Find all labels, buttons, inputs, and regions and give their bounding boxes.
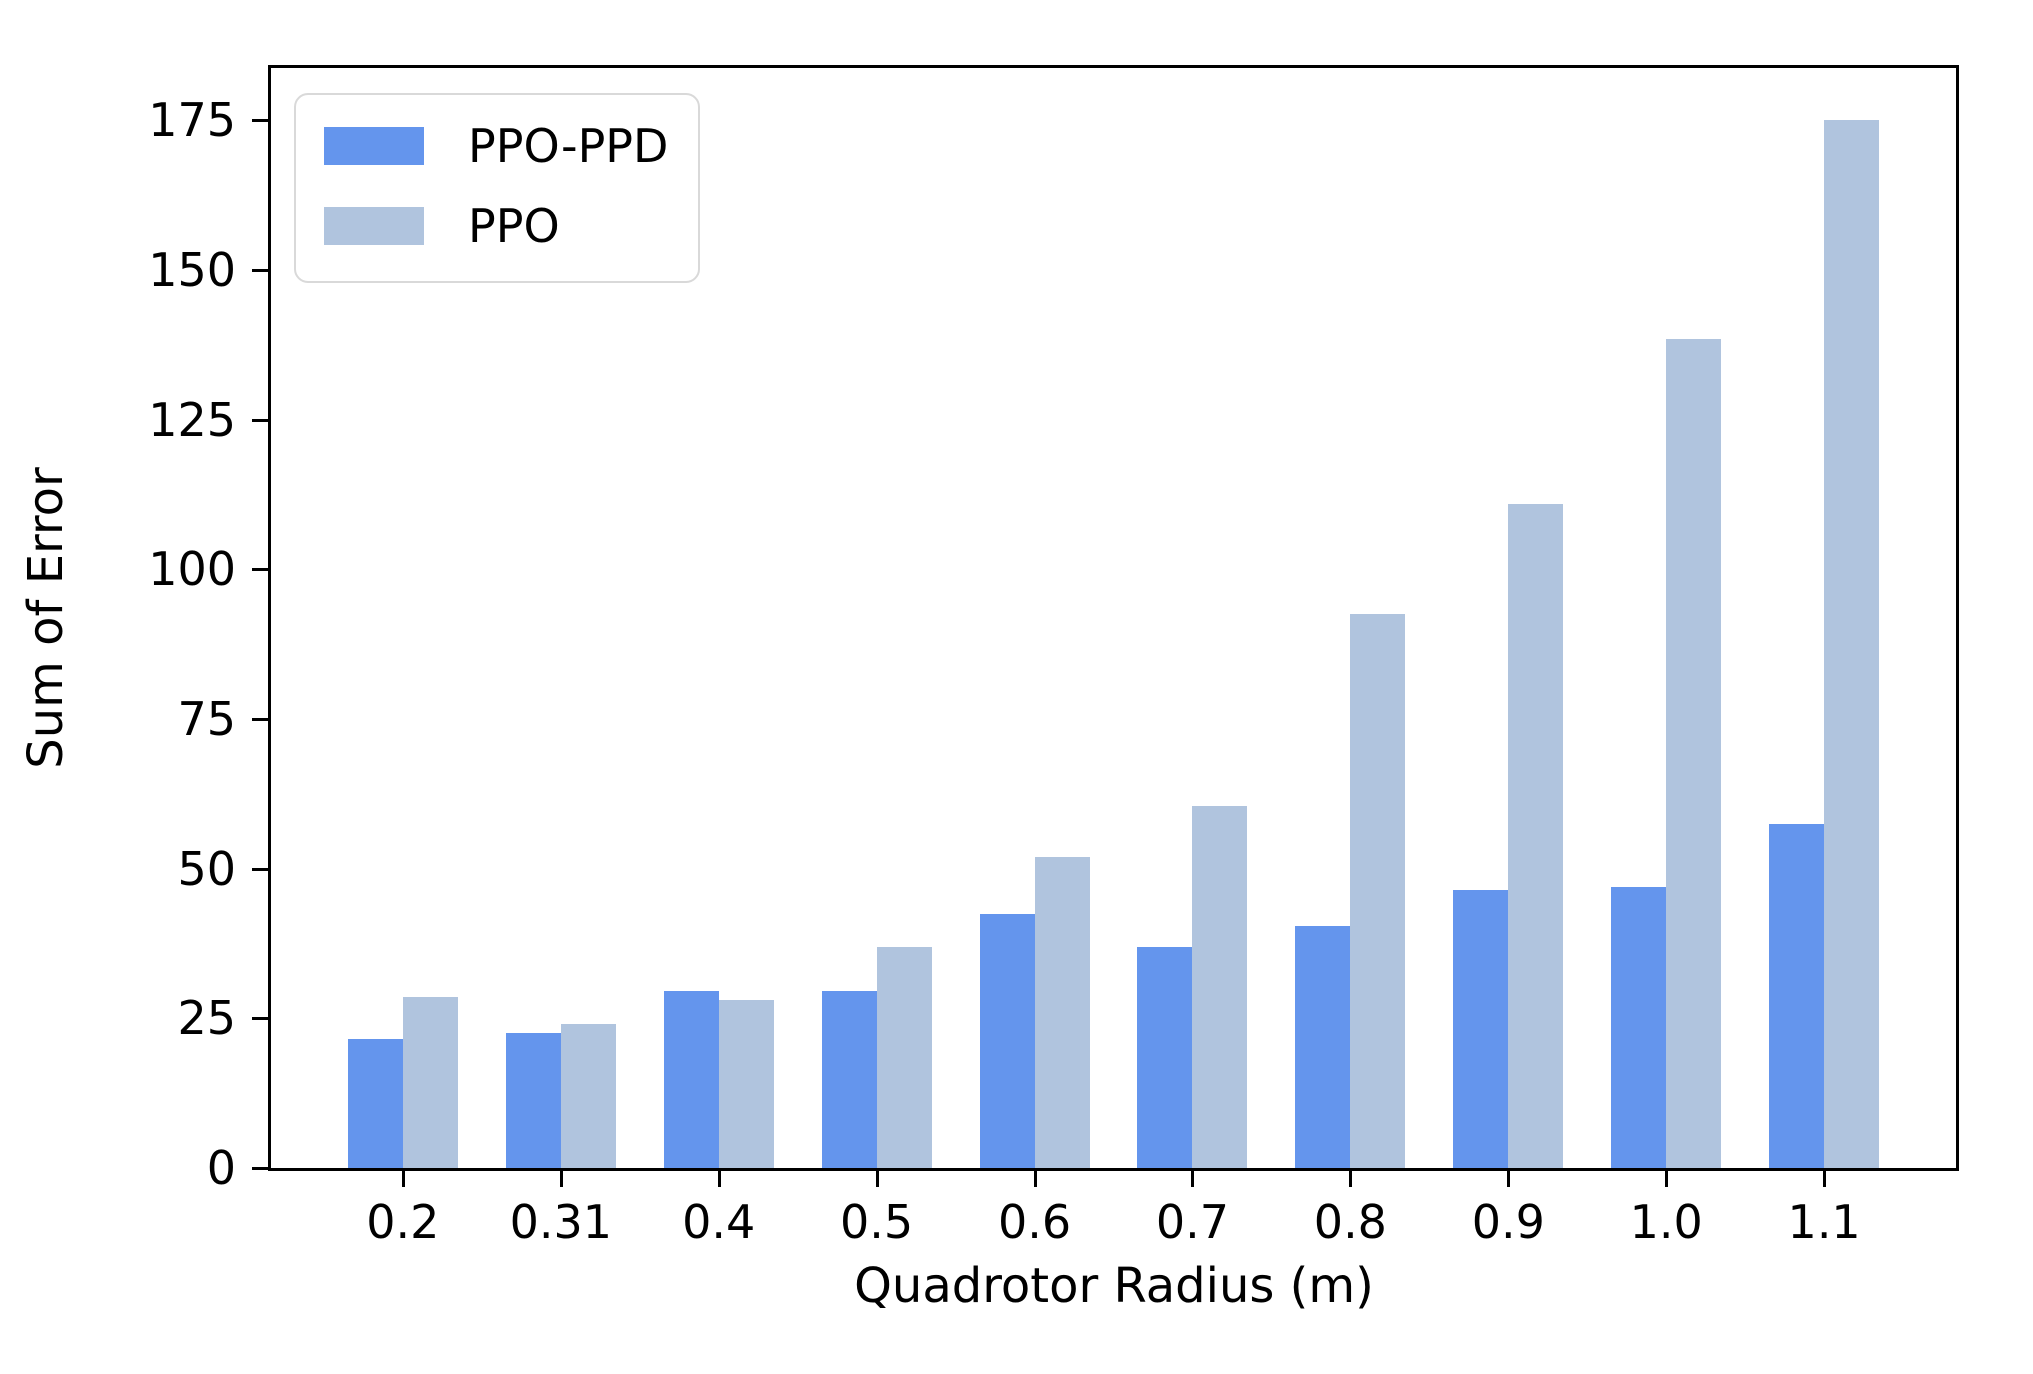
bar-ppo	[1508, 504, 1564, 1168]
bar-ppo-ppd	[1611, 887, 1667, 1168]
y-tick-label: 100	[148, 542, 236, 597]
bar-ppo	[560, 1024, 616, 1168]
bar-ppo-ppd	[821, 991, 877, 1168]
y-tick-label: 150	[148, 243, 236, 298]
x-tick-label: 0.4	[682, 1195, 756, 1249]
bar-ppo	[1666, 339, 1722, 1168]
bar-ppo	[1034, 857, 1090, 1168]
y-tick	[252, 1167, 268, 1170]
x-axis-label: Quadrotor Radius (m)	[854, 1258, 1374, 1314]
y-tick	[252, 119, 268, 123]
bar-ppo	[1192, 806, 1248, 1168]
legend-item-ppo-ppd: PPO-PPD	[324, 121, 670, 171]
x-tick-label: 0.5	[840, 1195, 914, 1249]
legend-item-ppo: PPO	[324, 201, 670, 251]
x-tick-label: 0.7	[1155, 1195, 1230, 1249]
y-tick	[252, 269, 268, 273]
y-tick	[252, 1017, 268, 1021]
y-tick-label: 125	[148, 392, 236, 447]
bar-ppo	[718, 1000, 774, 1168]
x-tick-label: 1.0	[1629, 1195, 1703, 1249]
bar-ppo-ppd	[1295, 926, 1351, 1168]
x-tick	[559, 1171, 563, 1187]
bar-ppo	[876, 947, 932, 1168]
x-tick-label: 0.8	[1313, 1195, 1387, 1249]
x-tick	[1191, 1171, 1195, 1187]
x-tick	[401, 1171, 405, 1187]
y-tick	[252, 418, 268, 422]
legend-swatch-ppo-ppd	[324, 127, 424, 165]
x-tick	[1507, 1171, 1511, 1187]
bar-ppo-ppd	[347, 1039, 403, 1168]
x-tick	[717, 1171, 721, 1187]
bar-ppo-ppd	[505, 1033, 561, 1168]
y-tick-label: 0	[206, 1141, 236, 1195]
x-tick-label: 0.9	[1471, 1195, 1545, 1249]
bar-ppo	[1824, 120, 1880, 1168]
bar-ppo	[402, 997, 458, 1168]
x-tick-label: 1.1	[1787, 1195, 1861, 1249]
bar-ppo-ppd	[1137, 947, 1193, 1168]
x-tick	[875, 1171, 879, 1187]
legend-label-ppo: PPO	[468, 199, 560, 253]
x-tick-label: 0.31	[509, 1195, 612, 1249]
legend-label-ppo-ppd: PPO-PPD	[468, 119, 669, 173]
legend-swatch-ppo	[324, 207, 424, 245]
y-tick-label: 75	[177, 692, 236, 747]
x-tick-label: 0.2	[366, 1195, 440, 1249]
y-tick	[252, 568, 268, 572]
x-tick	[1033, 1171, 1037, 1187]
bar-ppo-ppd	[663, 991, 719, 1168]
bar-ppo-ppd	[1453, 890, 1509, 1168]
x-tick	[1823, 1171, 1827, 1187]
x-tick	[1349, 1171, 1353, 1187]
y-tick-label: 175	[148, 93, 236, 148]
bar-ppo-ppd	[979, 914, 1035, 1168]
y-tick-label: 25	[177, 991, 236, 1046]
bar-ppo-ppd	[1769, 824, 1825, 1168]
y-tick	[252, 718, 268, 722]
plot-area: PPO-PPD PPO	[268, 65, 1959, 1171]
bar-ppo	[1350, 614, 1406, 1168]
y-tick	[252, 867, 268, 871]
y-tick-label: 50	[177, 841, 236, 896]
x-tick-label: 0.6	[997, 1195, 1072, 1249]
x-tick	[1665, 1171, 1669, 1187]
legend: PPO-PPD PPO	[294, 93, 700, 283]
